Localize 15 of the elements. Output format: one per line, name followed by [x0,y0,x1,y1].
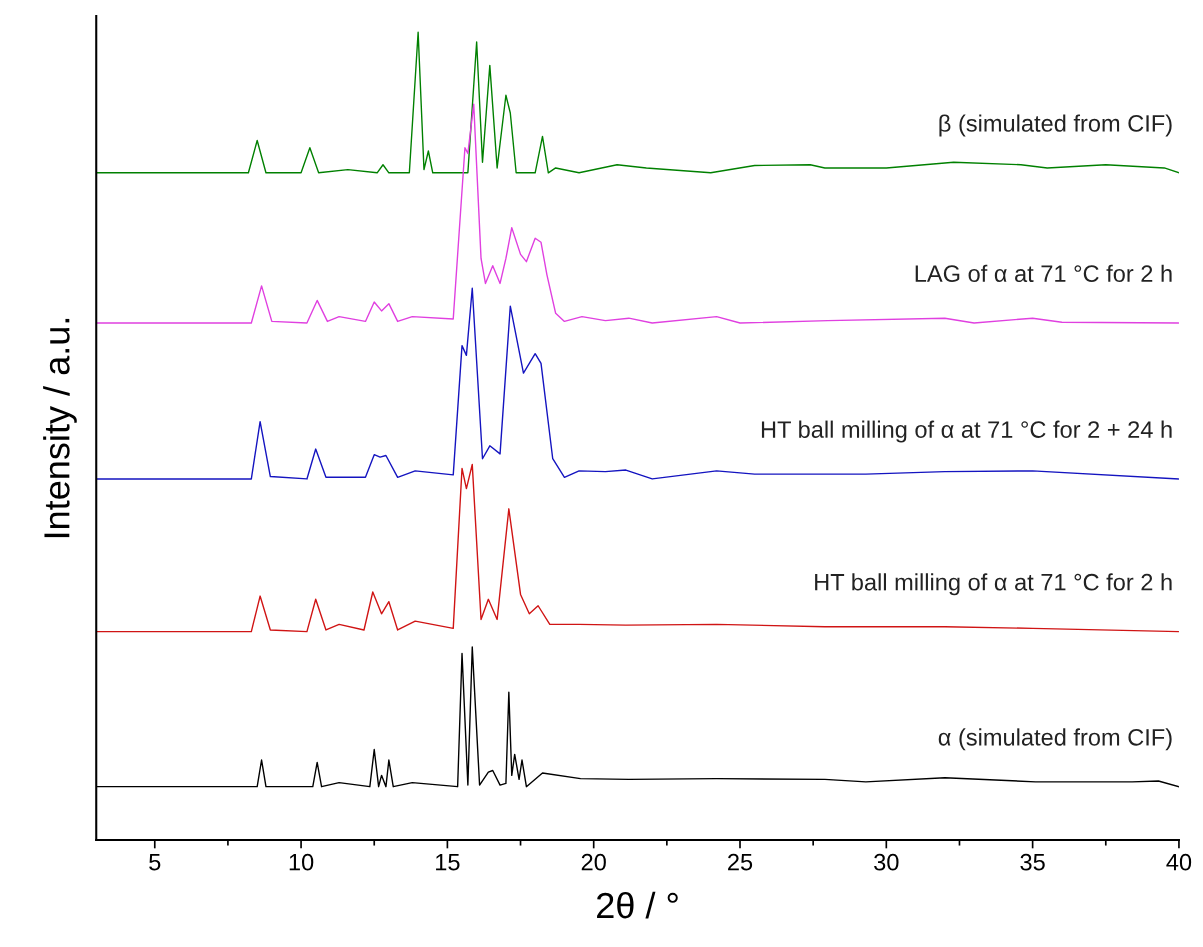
series-label: α (simulated from CIF) [938,728,1172,751]
x-tick-label: 20 [581,853,606,871]
series-label: β (simulated from CIF) [939,114,1172,137]
series-label: LAG of α at 71 °C for 2 h [915,264,1172,283]
x-tick-label: 5 [149,854,161,871]
x-tick-label: 35 [1020,853,1045,871]
x-tick-label: 30 [874,853,899,871]
y-axis-title: Intensity / a.u. [43,318,77,538]
series-label: HT ball milling of α at 71 °C for 2 h [815,573,1172,596]
x-tick-label: 40 [1166,853,1192,871]
x-tick-label: 15 [436,854,460,871]
x-tick-label: 25 [728,853,753,871]
series-label: HT ball milling of α at 71 °C for 2 + 24 h [761,420,1172,443]
x-tick-label: 10 [289,853,314,871]
x-axis-title: 2θ / ° [597,891,678,919]
